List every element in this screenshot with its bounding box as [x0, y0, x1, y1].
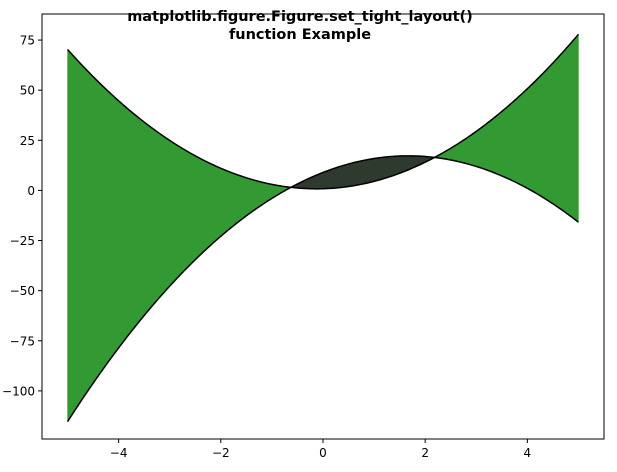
chart-title-line-1: matplotlib.figure.Figure.set_tight_layou… — [127, 9, 473, 25]
y-axis-ticks: 75 50 25 0 −25 −50 −75 −100 — [2, 34, 42, 398]
y-tick-label: 0 — [27, 184, 35, 198]
chart-title-line-2: function Example — [229, 27, 371, 43]
y-tick-label: −75 — [10, 334, 35, 348]
y-tick-label: 25 — [20, 134, 35, 148]
y-tick-label: −100 — [2, 384, 35, 398]
series-line-2 — [66, 155, 579, 423]
x-tick-label: 0 — [319, 446, 327, 460]
x-tick-label: 2 — [421, 446, 429, 460]
series-line-1 — [66, 33, 580, 190]
x-axis-ticks: −4 −2 0 2 4 — [110, 439, 531, 460]
line-layer — [66, 33, 580, 423]
x-tick-label: 4 — [524, 446, 532, 460]
y-tick-label: −25 — [10, 234, 35, 248]
x-tick-label: −4 — [110, 446, 128, 460]
x-tick-label: −2 — [212, 446, 230, 460]
fill-layer — [67, 33, 579, 423]
y-tick-label: −50 — [10, 284, 35, 298]
y-tick-label: 50 — [20, 84, 35, 98]
y-tick-label: 75 — [20, 34, 35, 48]
